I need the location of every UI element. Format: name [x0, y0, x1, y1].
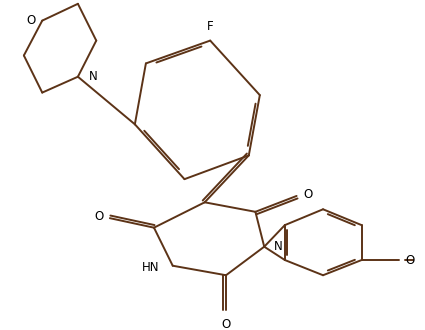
Text: O: O — [405, 253, 414, 267]
Text: O: O — [221, 318, 231, 330]
Text: N: N — [274, 240, 283, 253]
Text: N: N — [89, 70, 98, 83]
Text: O: O — [26, 14, 36, 27]
Text: O: O — [303, 187, 312, 201]
Text: F: F — [207, 20, 213, 33]
Text: HN: HN — [142, 261, 159, 274]
Text: O: O — [94, 210, 103, 223]
